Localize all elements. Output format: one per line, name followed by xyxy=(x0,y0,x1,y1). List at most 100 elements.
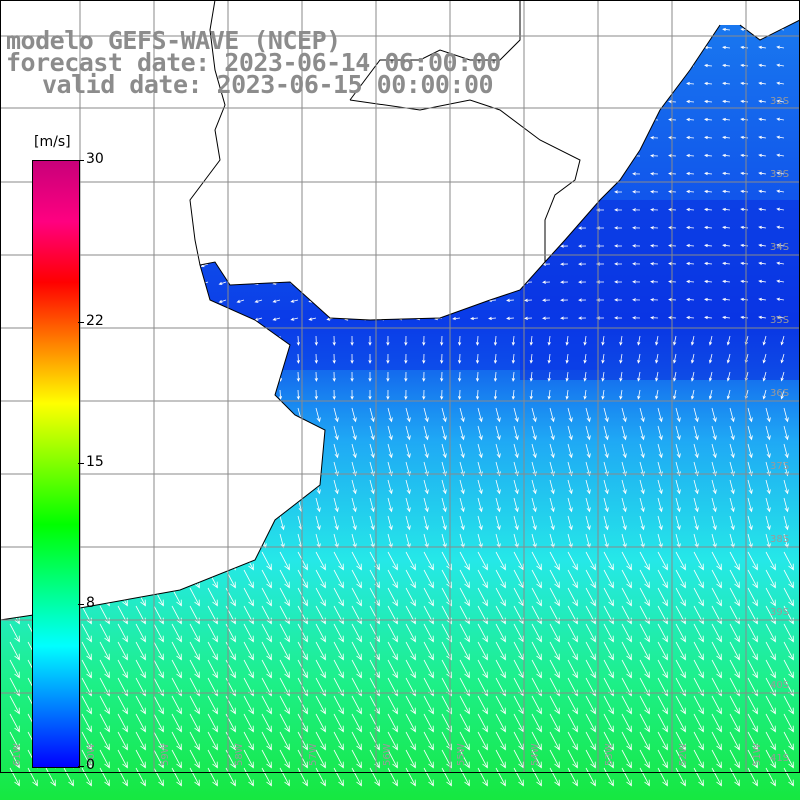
wind-arrow xyxy=(650,262,659,266)
wind-arrow xyxy=(585,569,596,589)
wind-arrow xyxy=(457,353,462,364)
wind-arrow xyxy=(423,497,429,513)
wind-arrow xyxy=(549,569,560,589)
wind-arrow xyxy=(567,515,573,531)
wind-arrow xyxy=(639,623,650,643)
wind-arrow xyxy=(722,27,731,32)
wind-arrow xyxy=(740,243,749,248)
wind-arrow xyxy=(470,316,479,321)
wind-arrow xyxy=(650,172,659,176)
wind-arrow xyxy=(495,767,506,787)
wind-arrow xyxy=(547,335,551,346)
wind-arrow xyxy=(315,641,326,661)
wind-arrow xyxy=(704,99,713,104)
wind-arrow xyxy=(765,479,771,495)
wind-arrow xyxy=(639,731,650,751)
wind-arrow xyxy=(529,371,533,382)
wind-arrow xyxy=(729,407,735,423)
wind-arrow xyxy=(711,461,717,477)
wind-arrow xyxy=(351,443,357,459)
wind-arrow xyxy=(704,279,713,284)
wind-arrow xyxy=(333,659,344,679)
wind-arrow xyxy=(495,749,506,769)
wind-arrow xyxy=(621,695,632,715)
wind-arrow xyxy=(495,497,501,513)
latitude-label: 38S xyxy=(770,534,789,545)
wind-arrow xyxy=(513,497,519,513)
wind-arrow xyxy=(493,371,498,382)
wind-arrow xyxy=(583,389,587,400)
wind-arrow xyxy=(711,569,722,589)
wind-arrow xyxy=(135,659,146,679)
wind-arrow xyxy=(686,171,695,176)
wind-arrow xyxy=(765,731,776,751)
wind-arrow xyxy=(657,515,663,531)
wind-arrow xyxy=(740,45,749,50)
wind-arrow xyxy=(776,45,785,49)
wind-arrow xyxy=(459,731,470,751)
wind-arrow xyxy=(423,569,434,589)
wind-arrow xyxy=(704,171,713,176)
wind-arrow xyxy=(686,207,695,212)
wind-arrow xyxy=(747,623,758,643)
wind-arrow xyxy=(567,461,573,477)
wind-arrow xyxy=(650,280,659,284)
longitude-label: 58W xyxy=(234,743,245,766)
wind-arrow xyxy=(621,551,632,571)
wind-arrow xyxy=(650,226,659,230)
wind-arrow xyxy=(350,335,354,346)
wind-arrow xyxy=(632,244,641,248)
wind-arrow xyxy=(135,767,146,787)
wind-arrow xyxy=(477,551,488,571)
title-forecast-date: forecast date: 2023-06-14 06:00:00 xyxy=(6,48,501,77)
wind-arrow xyxy=(477,731,488,751)
wind-arrow xyxy=(9,695,20,715)
wind-arrow xyxy=(621,623,632,643)
wind-arrow xyxy=(531,623,542,643)
wind-arrow xyxy=(655,335,659,346)
wind-arrow xyxy=(423,731,434,751)
wind-arrow xyxy=(603,515,609,531)
wind-arrow xyxy=(765,497,771,513)
wind-arrow xyxy=(722,315,731,320)
wind-arrow xyxy=(657,461,663,477)
wind-arrow xyxy=(386,389,390,400)
wind-arrow xyxy=(708,389,713,400)
wind-arrow xyxy=(686,261,695,266)
wind-arrow xyxy=(639,479,645,495)
wind-arrow xyxy=(758,81,767,86)
wind-arrow xyxy=(621,497,627,513)
wind-arrow xyxy=(675,515,681,531)
wind-arrow xyxy=(704,297,713,302)
wind-arrow xyxy=(477,461,483,477)
wind-arrow xyxy=(578,298,587,302)
wind-arrow xyxy=(783,497,789,513)
wind-arrow xyxy=(117,641,128,661)
wind-arrow xyxy=(493,389,498,400)
wind-arrow xyxy=(9,749,20,769)
wind-arrow xyxy=(351,515,357,531)
wind-arrow xyxy=(189,641,200,661)
wind-arrow xyxy=(729,443,735,459)
wind-arrow xyxy=(776,279,785,283)
wind-arrow xyxy=(459,659,470,679)
wind-arrow xyxy=(783,569,794,589)
wind-arrow xyxy=(657,659,668,679)
wind-arrow xyxy=(279,695,290,715)
wind-arrow xyxy=(368,372,372,382)
wind-arrow xyxy=(740,117,749,122)
wind-arrow xyxy=(693,695,704,715)
wind-arrow xyxy=(765,641,776,661)
wind-arrow xyxy=(583,371,587,382)
wind-arrow xyxy=(722,297,731,302)
wind-arrow xyxy=(765,407,771,423)
wind-arrow xyxy=(405,461,411,477)
wind-arrow xyxy=(603,425,609,441)
wind-arrow xyxy=(603,461,609,477)
wind-arrow xyxy=(279,587,290,607)
title-valid-date: valid date: 2023-06-15 00:00:00 xyxy=(42,70,494,99)
wind-arrow xyxy=(513,551,524,571)
wind-arrow xyxy=(369,767,380,787)
wind-arrow xyxy=(459,497,465,513)
wind-arrow xyxy=(404,371,408,382)
